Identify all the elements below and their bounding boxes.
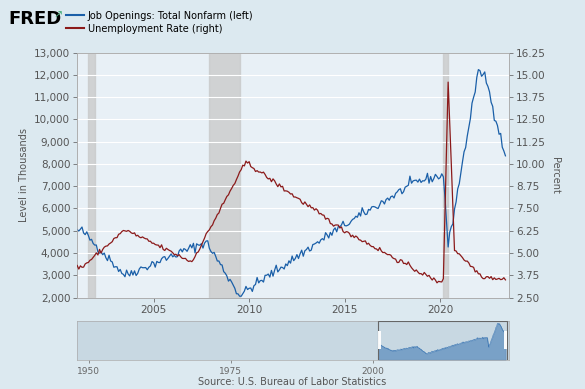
Legend: Job Openings: Total Nonfarm (left), Unemployment Rate (right): Job Openings: Total Nonfarm (left), Unem… [66, 11, 253, 33]
Bar [378, 321, 507, 360]
Bar [443, 53, 448, 298]
Text: FRED: FRED [9, 10, 62, 28]
Bar [504, 331, 507, 349]
Bar [88, 53, 95, 298]
Text: Source: U.S. Bureau of Labor Statistics: Source: U.S. Bureau of Labor Statistics [198, 377, 387, 387]
Bar [378, 331, 381, 349]
Y-axis label: Level in Thousands: Level in Thousands [19, 128, 29, 222]
Y-axis label: Percent: Percent [550, 157, 560, 193]
Text: ↗: ↗ [54, 11, 63, 21]
Bar [209, 53, 240, 298]
